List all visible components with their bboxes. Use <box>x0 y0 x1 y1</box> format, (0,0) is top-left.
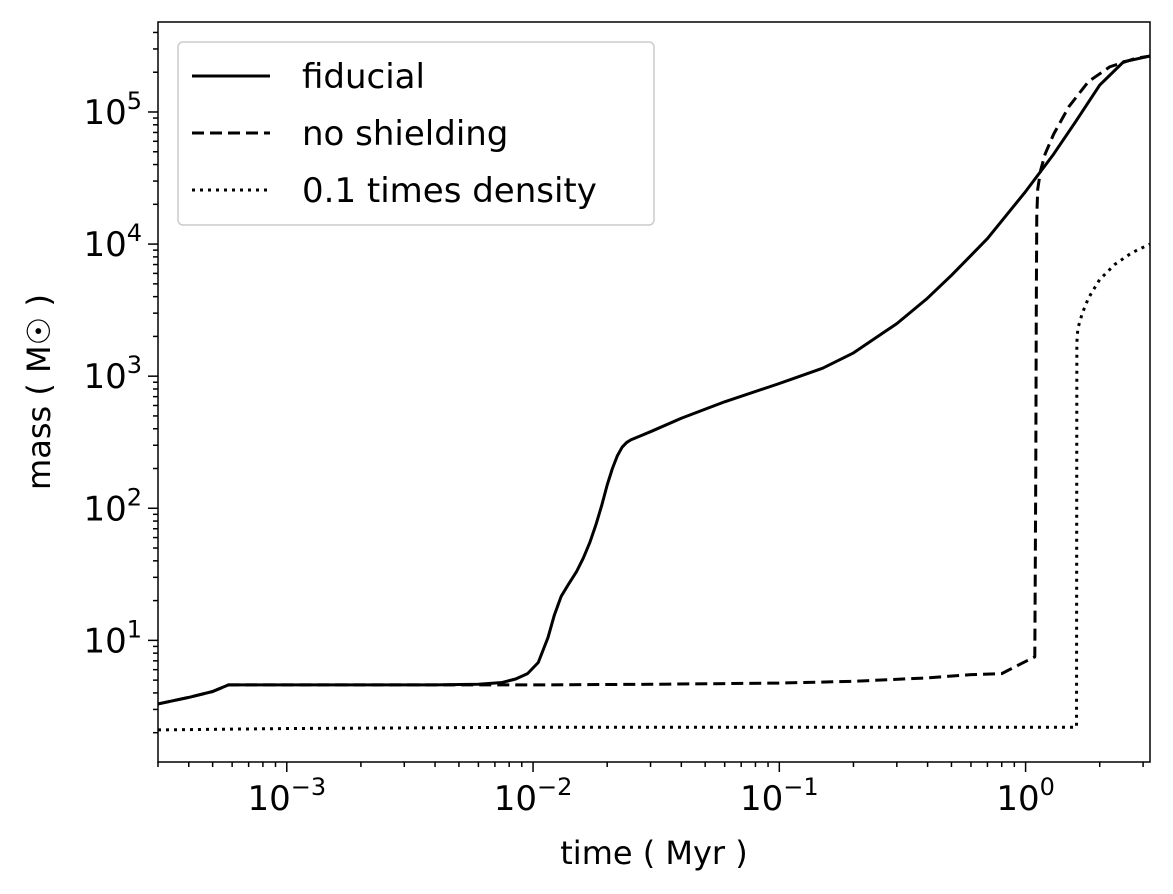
series-line-3 <box>157 242 1151 732</box>
plot-lines <box>157 54 1151 732</box>
y-tick-label: 103 <box>83 351 142 397</box>
series-line-2 <box>157 54 1151 706</box>
x-axis-label: time ( Myr ) <box>560 834 747 872</box>
x-tick-label: 10−1 <box>740 773 819 819</box>
y-tick-label: 102 <box>83 483 142 529</box>
x-tick-label: 10−3 <box>247 773 326 819</box>
legend-label-3: 0.1 times density <box>302 171 597 211</box>
x-axis-ticks: 10−3 10−2 10−1 100 <box>157 762 1144 819</box>
legend: fiducial no shielding 0.1 times density <box>177 41 655 226</box>
legend-label-1: fiducial <box>302 57 425 97</box>
y-tick-label: 104 <box>83 219 142 265</box>
plot-frame <box>157 21 1151 763</box>
y-axis-ticks: 101 102 103 104 105 <box>83 31 158 734</box>
y-axis-label: mass ( M☉ ) <box>20 294 58 490</box>
legend-label-2: no shielding <box>302 114 508 154</box>
y-tick-label: 101 <box>83 615 142 661</box>
x-tick-label: 100 <box>996 773 1055 819</box>
legend-box <box>177 41 655 226</box>
x-tick-label: 10−2 <box>494 773 573 819</box>
y-tick-label: 105 <box>83 87 142 133</box>
